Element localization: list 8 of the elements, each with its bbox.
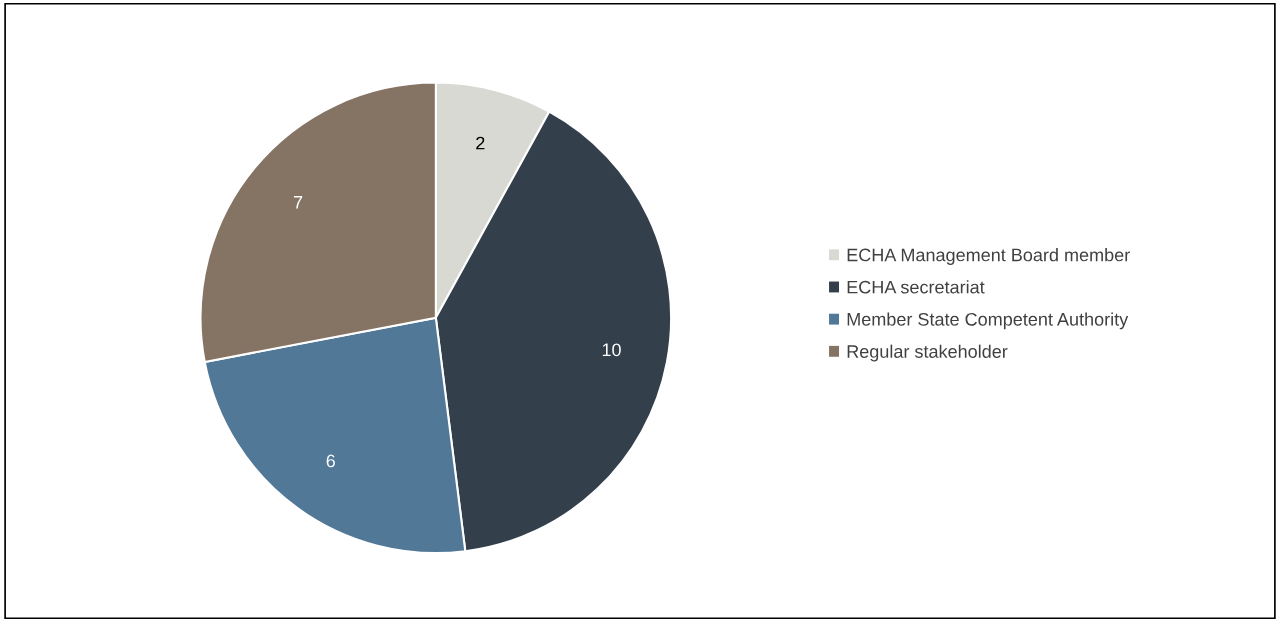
legend-label: Regular stakeholder: [847, 344, 1008, 362]
legend-label: Member State Competent Authority: [847, 312, 1129, 330]
legend-label: ECHA Management Board member: [847, 248, 1130, 265]
data-label: 7: [293, 196, 303, 209]
data-label: 10: [602, 343, 621, 357]
legend-label: ECHA secretariat: [847, 280, 985, 294]
data-label: 6: [326, 454, 335, 468]
data-label: 2: [476, 136, 485, 150]
